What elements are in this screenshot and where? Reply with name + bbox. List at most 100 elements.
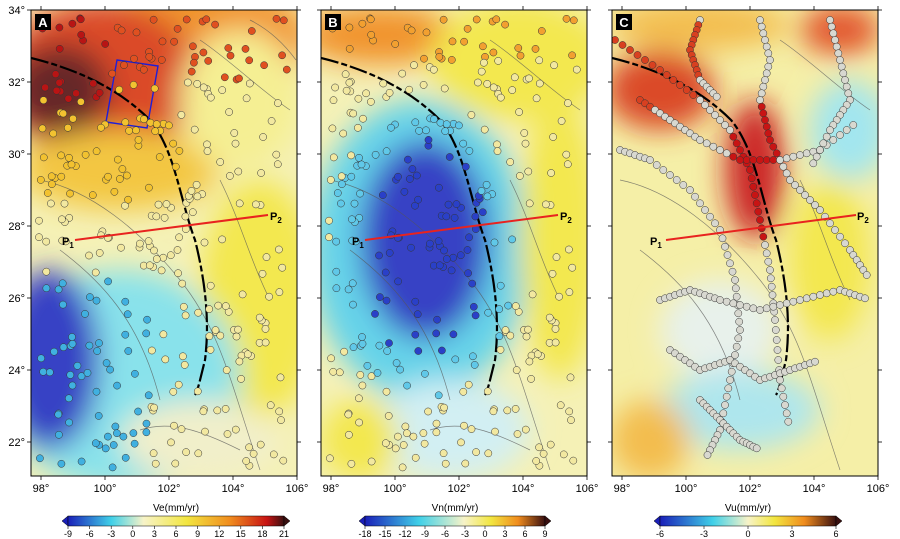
leveling-station [819, 139, 828, 148]
gps-station [277, 416, 285, 424]
gps-station [174, 269, 182, 278]
gps-station [104, 172, 112, 181]
panel-c-colorbar-tick-label: 0 [745, 529, 750, 539]
gps-station [551, 325, 560, 333]
gps-station [173, 246, 182, 254]
leveling-station [742, 156, 751, 164]
leveling-station [754, 207, 763, 216]
gps-station [129, 81, 138, 89]
panel-c-leveling-stations [612, 16, 871, 459]
gps-station [424, 407, 432, 416]
gps-station [465, 233, 473, 242]
panel-b-colorbar: -18 -15 -12 -9 -6 -3 0 3 6 9 Vn(mm/yr) [358, 503, 552, 539]
gps-station [525, 74, 533, 83]
gps-station [345, 44, 354, 53]
leveling-station [722, 297, 731, 306]
gps-station [151, 127, 160, 135]
panel-b-colorbar-tick-label: -6 [441, 529, 449, 539]
gps-station [433, 315, 441, 324]
gps-station [407, 243, 415, 252]
leveling-station [679, 181, 688, 189]
gps-station [568, 51, 576, 60]
gps-station [260, 61, 268, 70]
gps-station [204, 57, 213, 65]
gps-station [106, 365, 114, 374]
gps-station [113, 429, 121, 438]
gps-station [515, 108, 523, 116]
gps-station [73, 361, 82, 370]
gps-station [331, 83, 339, 92]
leveling-station [756, 16, 764, 24]
gps-station [101, 444, 110, 453]
gps-station [139, 65, 148, 74]
gps-station [174, 380, 183, 389]
panel-a-colorbar-tick-label: -6 [86, 529, 94, 539]
gps-station [501, 326, 510, 334]
gps-station [140, 115, 148, 124]
gps-station [535, 56, 544, 65]
gps-station [564, 99, 572, 107]
gps-station [435, 52, 444, 61]
gps-station [81, 310, 89, 318]
gps-station [516, 51, 525, 60]
gps-station [449, 330, 458, 339]
gps-station [447, 56, 456, 64]
leveling-station [766, 136, 774, 144]
leveling-station [759, 232, 768, 241]
gps-station [117, 26, 126, 35]
gps-station [35, 233, 43, 242]
leveling-station [749, 182, 758, 191]
gps-station [426, 239, 434, 248]
gps-station [438, 346, 446, 355]
gps-station [85, 251, 93, 260]
gps-station [480, 125, 489, 134]
gps-station [220, 73, 229, 82]
gps-station [513, 430, 522, 438]
leveling-station [676, 81, 684, 89]
gps-station [68, 19, 77, 28]
gps-station [51, 70, 60, 79]
gps-station [187, 187, 196, 195]
gps-station [537, 27, 546, 35]
gps-station [401, 422, 410, 431]
gps-station [67, 160, 76, 169]
gps-station [472, 15, 481, 24]
gps-station [134, 407, 142, 416]
gps-station [367, 97, 375, 106]
gps-station [527, 375, 535, 383]
gps-station [525, 357, 534, 366]
gps-station [495, 305, 504, 313]
gps-station [181, 311, 190, 320]
gps-station [508, 235, 516, 244]
gps-station [261, 338, 270, 347]
leveling-station [842, 82, 851, 91]
gps-station [162, 200, 171, 208]
gps-station [218, 86, 227, 94]
gps-station [355, 394, 363, 403]
gps-station [385, 339, 393, 347]
gps-station [404, 155, 412, 164]
gps-station [123, 310, 132, 319]
panel-a-lon-tick-label: 104° [222, 483, 245, 495]
gps-station [104, 432, 112, 441]
gps-station [332, 284, 341, 293]
leveling-station [696, 96, 704, 104]
panel-c-colorbar-tick-label: 3 [789, 529, 794, 539]
gps-station [355, 153, 363, 162]
gps-station [193, 192, 202, 201]
gps-station [333, 189, 342, 197]
gps-station [414, 195, 422, 204]
gps-station [83, 369, 92, 377]
gps-station [434, 391, 443, 400]
gps-station [329, 96, 338, 105]
gps-station [408, 165, 417, 173]
gps-station [444, 200, 453, 209]
gps-station [511, 405, 520, 413]
gps-station [68, 333, 76, 341]
gps-station [384, 412, 393, 420]
gps-station [399, 441, 408, 449]
gps-station [563, 160, 572, 169]
gps-station [42, 284, 51, 293]
leveling-station [731, 284, 740, 293]
gps-station [411, 297, 420, 306]
